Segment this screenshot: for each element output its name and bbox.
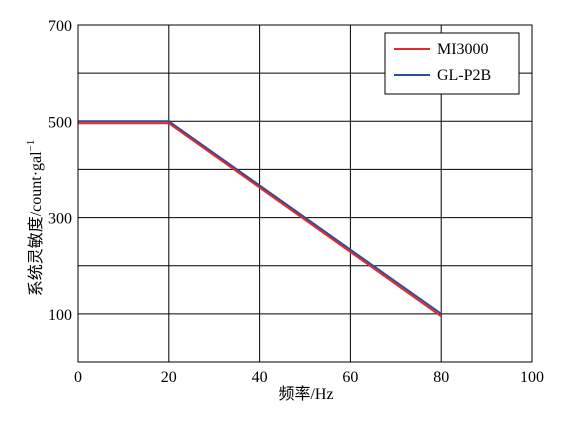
x-tick-label: 0	[74, 369, 82, 386]
x-tick-label: 20	[161, 369, 177, 386]
y-tick-label: 300	[48, 211, 72, 228]
x-tick-label: 60	[342, 369, 358, 386]
x-tick-label: 80	[433, 369, 449, 386]
y-tick-label: 100	[48, 307, 72, 324]
x-axis-ticks: 0 20 40 60 80 100	[74, 369, 544, 386]
y-axis-title: 系统灵敏度/count·gal−1	[25, 140, 45, 297]
legend-label-gl-p2b: GL-P2B	[437, 67, 491, 84]
y-axis-title-main: 系统灵敏度/count·gal	[27, 151, 45, 296]
x-axis-title: 频率/Hz	[278, 385, 333, 403]
y-axis-ticks: 100 300 500 700	[48, 18, 72, 324]
legend-box	[384, 32, 520, 95]
series-line-mi3000	[78, 122, 442, 318]
x-tick-label: 40	[252, 369, 268, 386]
y-axis-title-superscript: −1	[25, 140, 37, 152]
x-tick-label: 100	[520, 369, 544, 386]
legend: MI3000 GL-P2B	[384, 32, 520, 95]
legend-label-mi3000: MI3000	[437, 41, 489, 58]
y-tick-label: 700	[48, 18, 72, 35]
plot-frame	[77, 24, 533, 363]
series-line-gl-p2b	[78, 120, 442, 315]
y-tick-label: 500	[48, 114, 72, 131]
series-lines	[78, 120, 442, 318]
